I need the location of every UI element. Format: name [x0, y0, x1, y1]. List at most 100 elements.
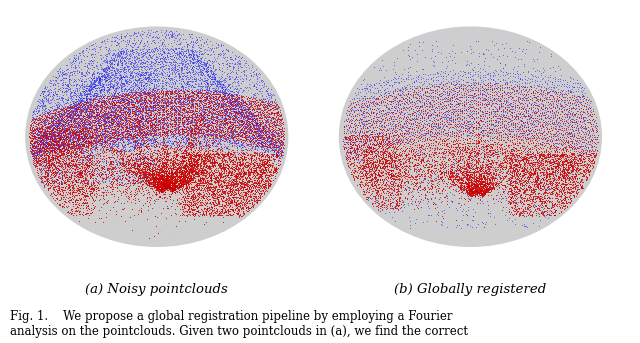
Point [44, 154, 54, 159]
Point [205, 149, 215, 154]
Point [509, 162, 520, 167]
Point [213, 199, 223, 205]
Point [138, 122, 148, 127]
Point [492, 147, 502, 153]
Point [437, 76, 447, 82]
Point [198, 160, 208, 165]
Point [104, 76, 114, 82]
Point [193, 205, 203, 210]
Point [208, 121, 218, 126]
Point [458, 86, 468, 92]
Point [102, 146, 112, 152]
Point [188, 194, 198, 200]
Point [267, 139, 277, 144]
Point [157, 186, 167, 191]
Point [140, 103, 150, 109]
Point [230, 126, 241, 132]
Point [180, 166, 191, 172]
Point [473, 39, 483, 44]
Point [91, 188, 101, 194]
Point [424, 165, 435, 170]
Point [530, 115, 540, 121]
Point [83, 178, 93, 184]
Point [250, 184, 260, 189]
Point [354, 155, 364, 160]
Point [172, 49, 182, 55]
Point [232, 180, 243, 186]
Point [547, 203, 557, 209]
Point [421, 146, 431, 151]
Point [175, 109, 186, 114]
Point [216, 179, 226, 184]
Point [30, 130, 40, 136]
Point [510, 177, 520, 183]
Point [227, 188, 237, 194]
Point [419, 136, 429, 142]
Point [409, 125, 419, 130]
Point [444, 50, 454, 56]
Point [429, 105, 440, 110]
Point [111, 117, 121, 122]
Point [69, 118, 79, 123]
Point [198, 182, 209, 188]
Point [396, 178, 406, 184]
Point [154, 179, 164, 184]
Point [156, 184, 166, 189]
Point [175, 153, 185, 158]
Point [216, 162, 227, 167]
Point [427, 157, 437, 163]
Point [361, 146, 371, 152]
Point [182, 68, 193, 73]
Point [516, 152, 526, 157]
Point [528, 210, 538, 215]
Point [573, 162, 583, 167]
Point [185, 133, 195, 139]
Point [533, 111, 543, 117]
Point [383, 157, 393, 162]
Point [585, 117, 595, 122]
Point [79, 107, 89, 113]
Point [221, 95, 232, 100]
Point [367, 129, 378, 135]
Point [70, 209, 81, 214]
Point [90, 139, 100, 144]
Point [244, 119, 255, 124]
Point [207, 116, 217, 122]
Point [454, 97, 464, 102]
Point [183, 93, 193, 99]
Point [63, 132, 73, 137]
Point [177, 70, 187, 76]
Point [35, 133, 45, 138]
Point [142, 103, 152, 108]
Point [554, 179, 564, 185]
Point [385, 121, 395, 126]
Point [240, 181, 250, 187]
Point [255, 121, 265, 127]
Point [260, 129, 270, 135]
Point [198, 195, 209, 200]
Point [482, 143, 492, 148]
Point [170, 164, 180, 169]
Point [227, 177, 237, 182]
Point [487, 127, 497, 132]
Point [253, 126, 263, 131]
Point [499, 88, 509, 93]
Point [570, 145, 580, 150]
Point [129, 123, 139, 129]
Point [99, 192, 109, 198]
Point [372, 116, 382, 121]
Point [442, 125, 452, 130]
Point [134, 162, 144, 167]
Point [522, 174, 532, 180]
Point [44, 108, 54, 114]
Point [386, 125, 396, 131]
Point [506, 102, 516, 107]
Point [58, 145, 68, 150]
Point [84, 101, 95, 106]
Point [540, 112, 550, 117]
Point [195, 105, 205, 111]
Point [42, 168, 52, 173]
Point [102, 72, 113, 78]
Point [168, 172, 179, 178]
Point [156, 143, 166, 148]
